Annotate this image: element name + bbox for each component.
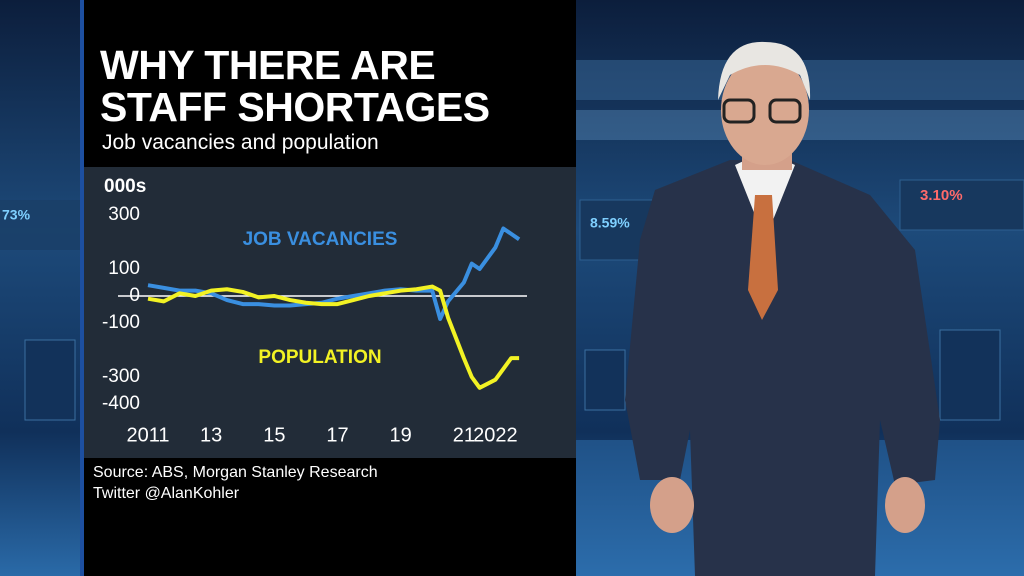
series-label: JOB VACANCIES bbox=[243, 229, 398, 250]
chart-title: WHY THERE ARE STAFF SHORTAGES bbox=[100, 42, 490, 130]
x-tick-label: 17 bbox=[326, 424, 348, 446]
x-tick-label: 13 bbox=[200, 424, 222, 446]
studio-screen-text: 8.59% bbox=[590, 215, 630, 231]
studio-screen-text: 73% bbox=[2, 207, 31, 223]
source-note: Source: ABS, Morgan Stanley Research bbox=[93, 464, 378, 481]
data-line bbox=[147, 226, 521, 321]
y-tick-label: -400 bbox=[102, 393, 140, 414]
x-tick-label: 2022 bbox=[473, 424, 518, 446]
credit-note: Twitter @AlanKohler bbox=[93, 485, 240, 502]
data-line bbox=[147, 284, 520, 390]
studio-screen-text: 3.10% bbox=[920, 187, 963, 204]
y-tick-label: -100 bbox=[102, 312, 140, 333]
x-tick-label: 21 bbox=[453, 424, 475, 446]
series-label: POPULATION bbox=[258, 347, 381, 368]
x-tick-label: 2011 bbox=[126, 424, 169, 446]
y-tick-label: 100 bbox=[108, 258, 140, 279]
y-tick-label: 300 bbox=[108, 204, 140, 225]
y-tick-label: -300 bbox=[102, 366, 140, 387]
y-axis-label: 000s bbox=[104, 176, 146, 197]
presenter bbox=[625, 41, 940, 576]
x-tick-label: 15 bbox=[263, 424, 285, 446]
x-tick-label: 19 bbox=[390, 424, 412, 446]
chart-subtitle: Job vacancies and population bbox=[102, 131, 379, 154]
